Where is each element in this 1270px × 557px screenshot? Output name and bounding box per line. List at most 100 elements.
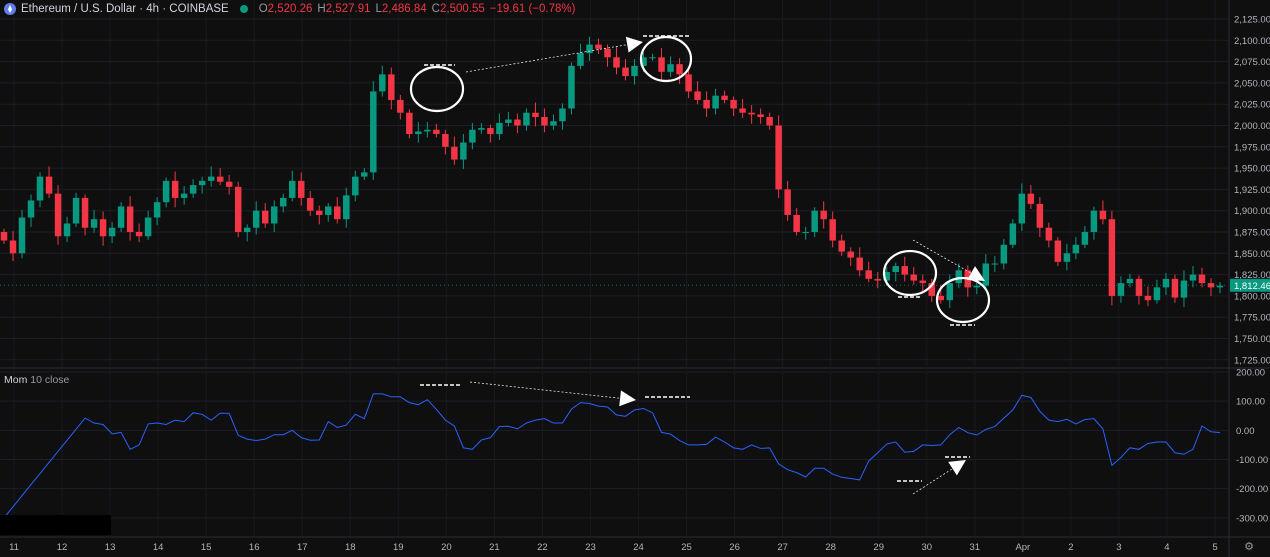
close-value: 2,500.55 <box>439 3 485 15</box>
candle-body <box>694 91 701 100</box>
peak-circle-2 <box>639 35 693 83</box>
candle-body <box>1000 244 1008 264</box>
candle-body <box>225 181 233 187</box>
time-tick-label: 28 <box>825 542 836 553</box>
candle-body <box>676 64 683 75</box>
candle-body <box>550 121 557 126</box>
candle-body <box>784 189 791 215</box>
candle-body <box>81 197 89 228</box>
open-value: 2,520.26 <box>267 3 313 15</box>
candle-body <box>433 129 440 135</box>
candle-body <box>910 274 917 281</box>
candle-body <box>307 197 314 211</box>
time-tick-label: 11 <box>9 542 19 553</box>
candle-body <box>658 57 665 72</box>
peak-circle-1 <box>409 65 465 113</box>
time-tick-label: 5 <box>1212 542 1217 553</box>
high-value: 2,527.91 <box>325 3 371 15</box>
candle-body <box>36 176 44 201</box>
price-tick-label: 2,075.00 <box>1234 57 1270 68</box>
time-tick-label: Apr <box>1015 542 1030 553</box>
price-tick-label: 1,900.00 <box>1234 206 1270 217</box>
candle-body <box>0 232 8 241</box>
candle-body <box>1072 244 1080 254</box>
momentum-tick-label: -200.00 <box>1236 484 1268 495</box>
candle-body <box>847 251 854 258</box>
ethereum-icon <box>4 3 16 15</box>
trough-circle-2 <box>935 276 991 324</box>
price-tick-label: 1,875.00 <box>1234 228 1270 239</box>
candle-body <box>487 128 494 135</box>
momentum-trough-arrow-head <box>948 460 966 476</box>
candle-body <box>901 266 908 275</box>
time-tick-label: 20 <box>441 542 452 553</box>
price-tick-label: 1,750.00 <box>1234 334 1270 345</box>
candle-body <box>505 119 512 123</box>
candle-body <box>865 270 872 279</box>
candle-body <box>18 217 26 254</box>
momentum-line <box>3 393 1221 519</box>
peak-trend-arrow <box>465 41 644 73</box>
candle-body <box>406 112 413 135</box>
momentum-tick-label: 0.00 <box>1236 426 1255 437</box>
time-tick-label: 3 <box>1116 542 1121 553</box>
candle-body <box>198 180 206 186</box>
candle-body <box>1198 274 1206 284</box>
candle-body <box>757 114 764 117</box>
candle-body <box>117 206 125 228</box>
time-tick-label: 4 <box>1164 542 1169 553</box>
candle-body <box>153 202 161 218</box>
candle-body <box>478 128 485 130</box>
indicator-legend[interactable]: Mom 10 close <box>4 374 69 386</box>
candle-body <box>1153 287 1161 301</box>
candle-body <box>1054 240 1062 262</box>
candle-body <box>982 263 990 286</box>
candle-body <box>766 116 773 126</box>
candle-body <box>370 91 377 173</box>
candle-body <box>1117 283 1125 296</box>
price-tick-label: 1,775.00 <box>1234 313 1270 324</box>
candle-body <box>72 197 80 224</box>
candle-body <box>1180 280 1188 298</box>
candle-body <box>415 131 422 135</box>
time-tick-label: 19 <box>393 542 404 553</box>
candle-body <box>919 280 926 284</box>
candle-body <box>820 210 827 220</box>
time-tick-label: 21 <box>489 542 500 553</box>
candle-body <box>334 206 341 220</box>
price-tick-label: 1,725.00 <box>1234 355 1270 366</box>
candle-body <box>1009 223 1017 245</box>
momentum-tick-label: 200.00 <box>1236 368 1265 379</box>
candle-body <box>703 99 710 109</box>
candle-body <box>721 95 728 100</box>
candle-body <box>126 206 134 232</box>
candle-body <box>9 240 17 254</box>
candle-body <box>631 65 638 77</box>
candle-body <box>1099 210 1107 220</box>
gear-icon[interactable]: ⚙ <box>1244 541 1254 553</box>
candle-body <box>460 142 467 160</box>
candle-body <box>946 283 954 301</box>
time-tick-label: 30 <box>921 542 932 553</box>
time-tick-label: 18 <box>345 542 356 553</box>
candle-body <box>361 172 368 177</box>
candle-body <box>135 232 143 237</box>
momentum-tick-label: -100.00 <box>1236 455 1268 466</box>
time-tick-label: 25 <box>681 542 692 553</box>
candle-body <box>1207 283 1215 288</box>
symbol-legend[interactable]: Ethereum / U.S. Dollar · 4h · COINBASE O… <box>4 3 575 15</box>
candle-body <box>1081 232 1089 245</box>
peak-trend-arrow-head <box>625 36 643 53</box>
momentum-tick-label: -300.00 <box>1236 513 1268 524</box>
candle-body <box>874 278 881 281</box>
candle-body <box>234 186 242 232</box>
candle-body <box>1027 193 1035 204</box>
candle-body <box>388 74 395 100</box>
candle-body <box>243 227 251 232</box>
candle-body <box>1090 210 1098 232</box>
candle-body <box>802 232 809 233</box>
candle-body <box>568 65 575 109</box>
market-status-dot-icon <box>239 5 248 13</box>
